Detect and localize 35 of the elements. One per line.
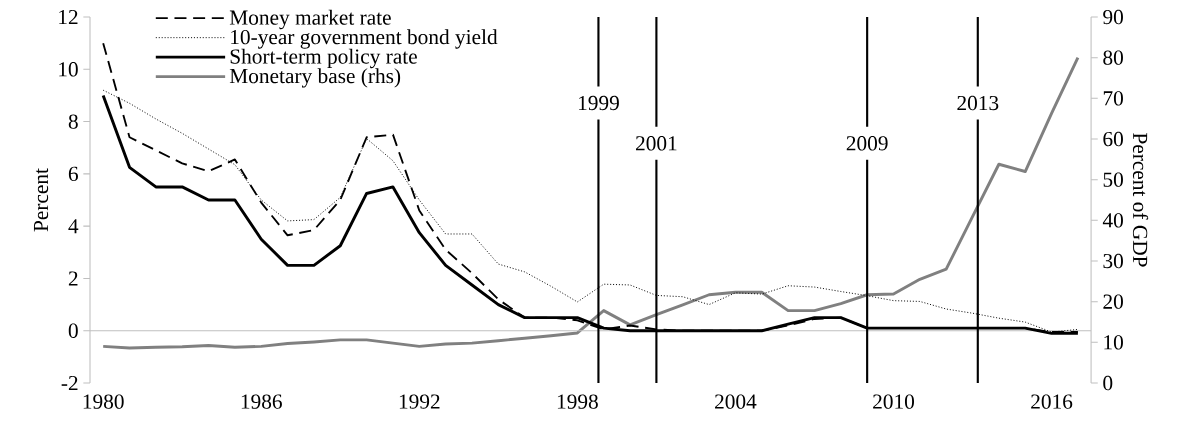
y-tick-label: 2	[68, 271, 78, 286]
y2-tick-label: 90	[1103, 9, 1123, 25]
y2-tick-label: 60	[1103, 131, 1123, 147]
y-tick-label: 10	[59, 62, 78, 77]
x-tick-label: 2010	[873, 394, 915, 409]
x-tick-label: 2004	[715, 394, 757, 409]
y-tick-label: 0	[68, 323, 78, 338]
y-tick-label: 4	[68, 219, 79, 234]
y2-tick-label: 50	[1103, 172, 1123, 187]
x-tick-label: 2016	[1031, 394, 1073, 409]
legend-label: Short-term policy rate	[230, 48, 417, 69]
legend-label: 10-year government bond yield	[231, 29, 498, 49]
x-tick-label: 1998	[557, 394, 598, 409]
y-tick-label: 12	[59, 9, 78, 25]
legend-label: Money market rate	[229, 9, 391, 30]
y2-tick-label: 20	[1103, 294, 1123, 309]
y2-tick-label: 10	[1104, 335, 1123, 350]
y2-tick-label: 30	[1103, 253, 1123, 269]
legend-label: Monetary base (rhs)	[229, 68, 401, 88]
y-tick-label: 8	[68, 114, 78, 129]
y-axis-title: Percent	[33, 168, 49, 232]
y-tick-label: 6	[68, 166, 78, 182]
x-tick-label: 1986	[241, 394, 282, 409]
x-tick-label: 1980	[83, 394, 124, 409]
y-tick-label: -2	[61, 375, 78, 391]
ref-line-label: 1999	[578, 95, 619, 111]
y2-tick-label: 40	[1102, 213, 1123, 228]
y2-tick-label: 80	[1103, 50, 1123, 65]
y2-tick-label: 0	[1103, 375, 1113, 391]
ref-line-label: 2001	[636, 136, 677, 151]
ref-line-label: 2013	[957, 95, 999, 111]
y2-axis-title: Percent of GDP	[1132, 133, 1149, 267]
y2-tick-label: 70	[1103, 91, 1123, 106]
x-tick-label: 1992	[399, 394, 440, 409]
ref-line-label: 2009	[846, 136, 888, 151]
